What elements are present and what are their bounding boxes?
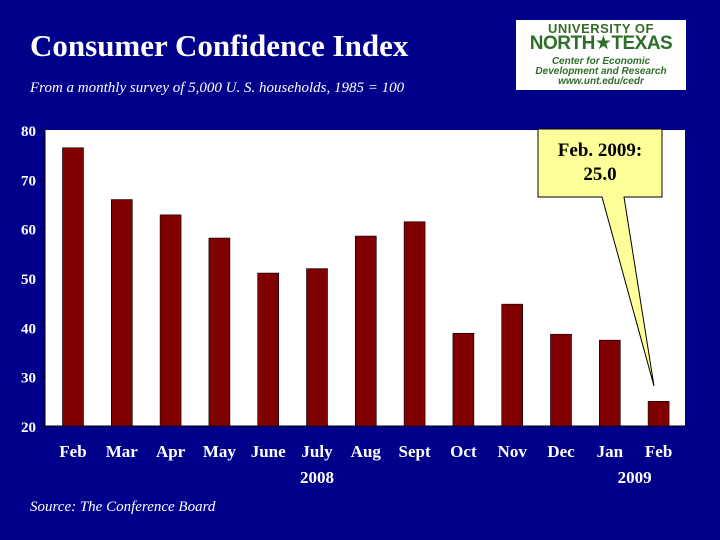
callout-line-1: Feb. 2009: xyxy=(557,140,643,161)
x-tick-label: Feb xyxy=(59,442,86,461)
year-label: 2008 xyxy=(300,468,334,487)
year-label: 2009 xyxy=(618,468,652,487)
bar-2 xyxy=(159,214,182,427)
bar-3 xyxy=(208,237,231,427)
unt-logo: UNIVERSITY OF NORTH★TEXAS Center for Eco… xyxy=(516,20,686,90)
logo-north-texas: NORTH★TEXAS xyxy=(529,33,673,54)
bar-9 xyxy=(501,303,524,427)
y-tick-label: 70 xyxy=(21,173,36,189)
page-title: Consumer Confidence Index xyxy=(30,28,409,63)
bar-7 xyxy=(403,221,426,427)
chart-subtitle: From a monthly survey of 5,000 U. S. hou… xyxy=(30,80,405,96)
y-tick-label: 30 xyxy=(21,371,36,387)
y-tick-label: 40 xyxy=(21,321,36,337)
x-tick-label: Nov xyxy=(498,442,528,461)
y-tick-label: 80 xyxy=(21,124,36,140)
x-axis-labels: Feb Mar Apr May June July Aug Sept Oct Nov Dec Jan F… xyxy=(59,442,672,461)
y-tick-label: 50 xyxy=(21,272,36,288)
y-tick-label: 20 xyxy=(21,420,36,436)
logo-line-1: Center for Economic xyxy=(551,56,651,67)
bar-1 xyxy=(111,199,133,427)
x-tick-label: Aug xyxy=(351,442,382,461)
x-tick-label: June xyxy=(251,442,286,461)
x-tick-label: Apr xyxy=(156,442,186,461)
x-tick-label: Feb xyxy=(645,442,672,461)
bar-12 xyxy=(647,401,670,427)
x-tick-label: Oct xyxy=(450,442,477,461)
y-axis-labels: 20 30 40 50 60 70 80 xyxy=(21,124,36,436)
logo-line-2: Development and Research xyxy=(535,66,667,77)
bar-10 xyxy=(550,333,572,427)
callout-line-2: 25.0 xyxy=(583,164,617,185)
bar-6 xyxy=(354,235,377,427)
bar-5 xyxy=(306,268,328,427)
logo-url: www.unt.edu/cedr xyxy=(558,76,644,87)
bar-4 xyxy=(257,272,280,427)
x-tick-label: Jan xyxy=(597,442,624,461)
x-tick-label: Mar xyxy=(106,442,139,461)
callout-bubble xyxy=(537,128,663,387)
callout-text: Feb. 2009: 25.0 xyxy=(540,131,660,197)
x-tick-label: Sept xyxy=(399,442,431,461)
x-tick-label: July xyxy=(301,442,333,461)
year-labels: 2008 2009 xyxy=(300,468,652,487)
bar-11 xyxy=(598,339,621,427)
source-note: Source: The Conference Board xyxy=(30,499,216,515)
bar-0 xyxy=(62,147,84,427)
bar-8 xyxy=(452,332,475,427)
x-tick-label: May xyxy=(203,442,237,461)
logo-university-of: UNIVERSITY OF xyxy=(548,21,654,36)
x-tick-label: Dec xyxy=(547,442,575,461)
chart-bars xyxy=(62,147,670,427)
y-tick-label: 60 xyxy=(21,223,36,239)
